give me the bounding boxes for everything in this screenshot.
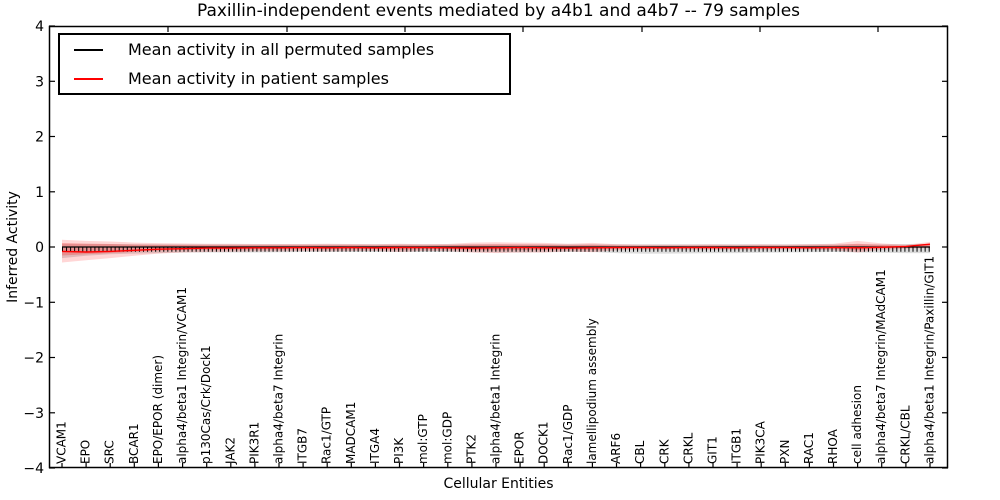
legend-label-patient: Mean activity in patient samples	[128, 69, 389, 88]
x-tick-label: JAK2	[223, 437, 237, 465]
x-tick-label: lamellipodium assembly	[585, 318, 599, 464]
y-tick-label: −2	[23, 351, 44, 367]
x-tick-label: PI3K	[392, 437, 406, 464]
x-tick-label: cell adhesion	[850, 385, 864, 464]
legend-label-permuted: Mean activity in all permuted samples	[128, 40, 435, 59]
patient-mean-line	[61, 243, 931, 253]
x-tick-label: ITGB1	[730, 428, 744, 464]
x-tick-label: CBL	[633, 440, 647, 464]
y-tick-label: −1	[23, 295, 44, 311]
legend-line-sample-black-icon	[74, 48, 103, 51]
x-tick-label: MADCAM1	[344, 402, 358, 464]
x-tick-label: ITGA4	[368, 428, 382, 464]
y-tick-label: 3	[35, 74, 44, 90]
legend-line-sample-red-icon	[74, 77, 103, 80]
y-tick-label: 2	[35, 130, 44, 146]
y-axis-label: Inferred Activity	[5, 191, 21, 303]
x-tick-label: SRC	[103, 440, 117, 464]
x-tick-label: VCAM1	[55, 421, 69, 464]
x-tick-label: ITGB7	[296, 428, 310, 464]
y-tick-label: 0	[35, 240, 44, 256]
x-axis-label: Cellular Entities	[443, 476, 554, 492]
x-tick-label: CRKL/CBL	[898, 405, 912, 464]
y-tick-label: −3	[23, 406, 44, 422]
x-tick-label: PIK3R1	[247, 422, 261, 464]
x-tick-label: CRK	[657, 438, 671, 464]
x-tick-label: DOCK1	[537, 421, 551, 464]
x-tick-label: alpha4/beta1 Integrin	[489, 334, 503, 464]
x-tick-label: RHOA	[826, 428, 840, 464]
x-tick-label: ARF6	[609, 433, 623, 464]
x-tick-label: EPOR	[513, 431, 527, 464]
x-tick-label: alpha4/beta7 Integrin	[272, 334, 286, 464]
x-tick-label: PIK3CA	[754, 420, 768, 464]
x-tick-label: alpha4/beta1 Integrin/VCAM1	[175, 287, 189, 464]
x-tick-label: Rac1/GDP	[561, 405, 575, 464]
y-tick-label: 4	[35, 19, 44, 35]
x-tick-label: PXN	[778, 440, 792, 464]
x-tick-label: mol:GTP	[416, 414, 430, 464]
legend-entry-patient: Mean activity in patient samples	[74, 69, 509, 88]
legend: Mean activity in all permuted samples Me…	[58, 33, 511, 95]
x-tick-label: CRKL	[681, 432, 695, 464]
x-tick-label: EPO/EPOR (dimer)	[151, 355, 165, 464]
x-tick-label: BCAR1	[127, 423, 141, 464]
x-tick-label: Rac1/GTP	[320, 407, 334, 464]
x-tick-label: EPO	[79, 440, 93, 464]
x-tick-label: mol:GDP	[440, 412, 454, 464]
x-tick-label: PTK2	[464, 434, 478, 464]
x-tick-label: RAC1	[802, 432, 816, 464]
x-tick-label: alpha4/beta7 Integrin/MAdCAM1	[874, 269, 888, 464]
chart-title: Paxillin-independent events mediated by …	[196, 1, 801, 21]
y-tick-label: 1	[35, 185, 44, 201]
x-tick-label: p130Cas/Crk/Dock1	[199, 345, 213, 464]
x-tick-label: alpha4/beta1 Integrin/Paxillin/GIT1	[923, 256, 937, 464]
x-tick-label: GIT1	[706, 436, 720, 464]
y-tick-label: −4	[23, 461, 44, 477]
legend-entry-permuted: Mean activity in all permuted samples	[74, 40, 509, 59]
